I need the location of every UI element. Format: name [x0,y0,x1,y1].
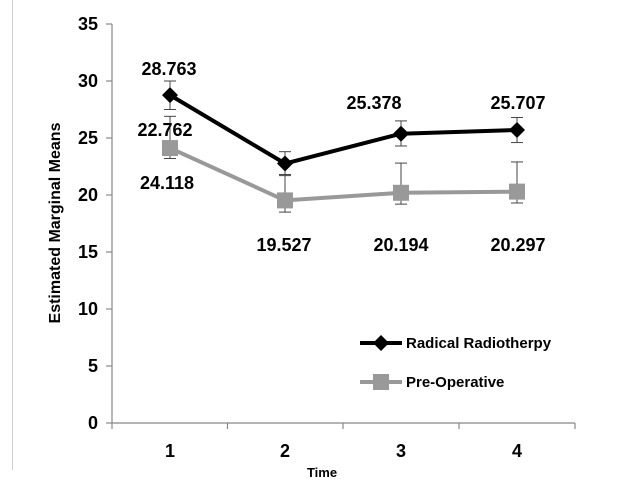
legend: Radical Radiotherpy Pre-Operative [360,335,552,391]
diamond-marker [393,125,409,142]
square-marker [509,183,525,200]
square-marker [162,140,178,157]
x-tick-label: 1 [165,441,175,461]
legend-label: Pre-Operative [406,374,504,391]
x-tick-label: 2 [280,441,290,461]
data-label: 28.763 [141,59,196,79]
y-tick-label: 20 [78,185,98,205]
y-tick-label: 5 [88,356,98,376]
y-tick-label: 30 [78,71,98,91]
series-lines [168,93,518,203]
square-marker [277,192,293,209]
legend-diamond-marker [373,335,389,351]
data-label: 22.762 [137,120,192,140]
x-tick-label: 4 [512,441,522,461]
legend-square-marker [373,374,389,390]
y-tick-label: 10 [78,299,98,319]
data-label: 20.297 [490,235,545,255]
data-label: 19.527 [256,235,311,255]
data-labels: 28.763 22.762 25.378 25.707 24.118 19.527 20.1… [137,59,545,255]
square-marker [393,184,409,201]
data-label: 20.194 [373,235,428,255]
diamond-marker [162,87,178,104]
x-tick-label: 3 [396,441,406,461]
data-label: 25.378 [346,93,401,113]
series-markers [162,87,525,209]
diamond-marker [277,155,293,172]
legend-label: Radical Radiotherpy [406,335,552,352]
x-axis-title: Time [307,465,337,480]
y-tick-label: 35 [78,14,98,34]
frame-border-line [12,0,13,470]
series-line-radical-radiotherpy [168,93,518,166]
diamond-marker [509,121,525,138]
y-axis-title: Estimated Marginal Means [47,122,64,323]
series-line-pre-operative [169,146,518,203]
chart-axes: 0 5 10 15 20 25 30 35 1 2 3 4 [78,14,576,461]
y-tick-label: 25 [78,128,98,148]
y-tick-label: 0 [88,413,98,433]
data-label: 25.707 [490,93,545,113]
y-tick-label: 15 [78,242,98,262]
data-label: 24.118 [140,173,194,193]
